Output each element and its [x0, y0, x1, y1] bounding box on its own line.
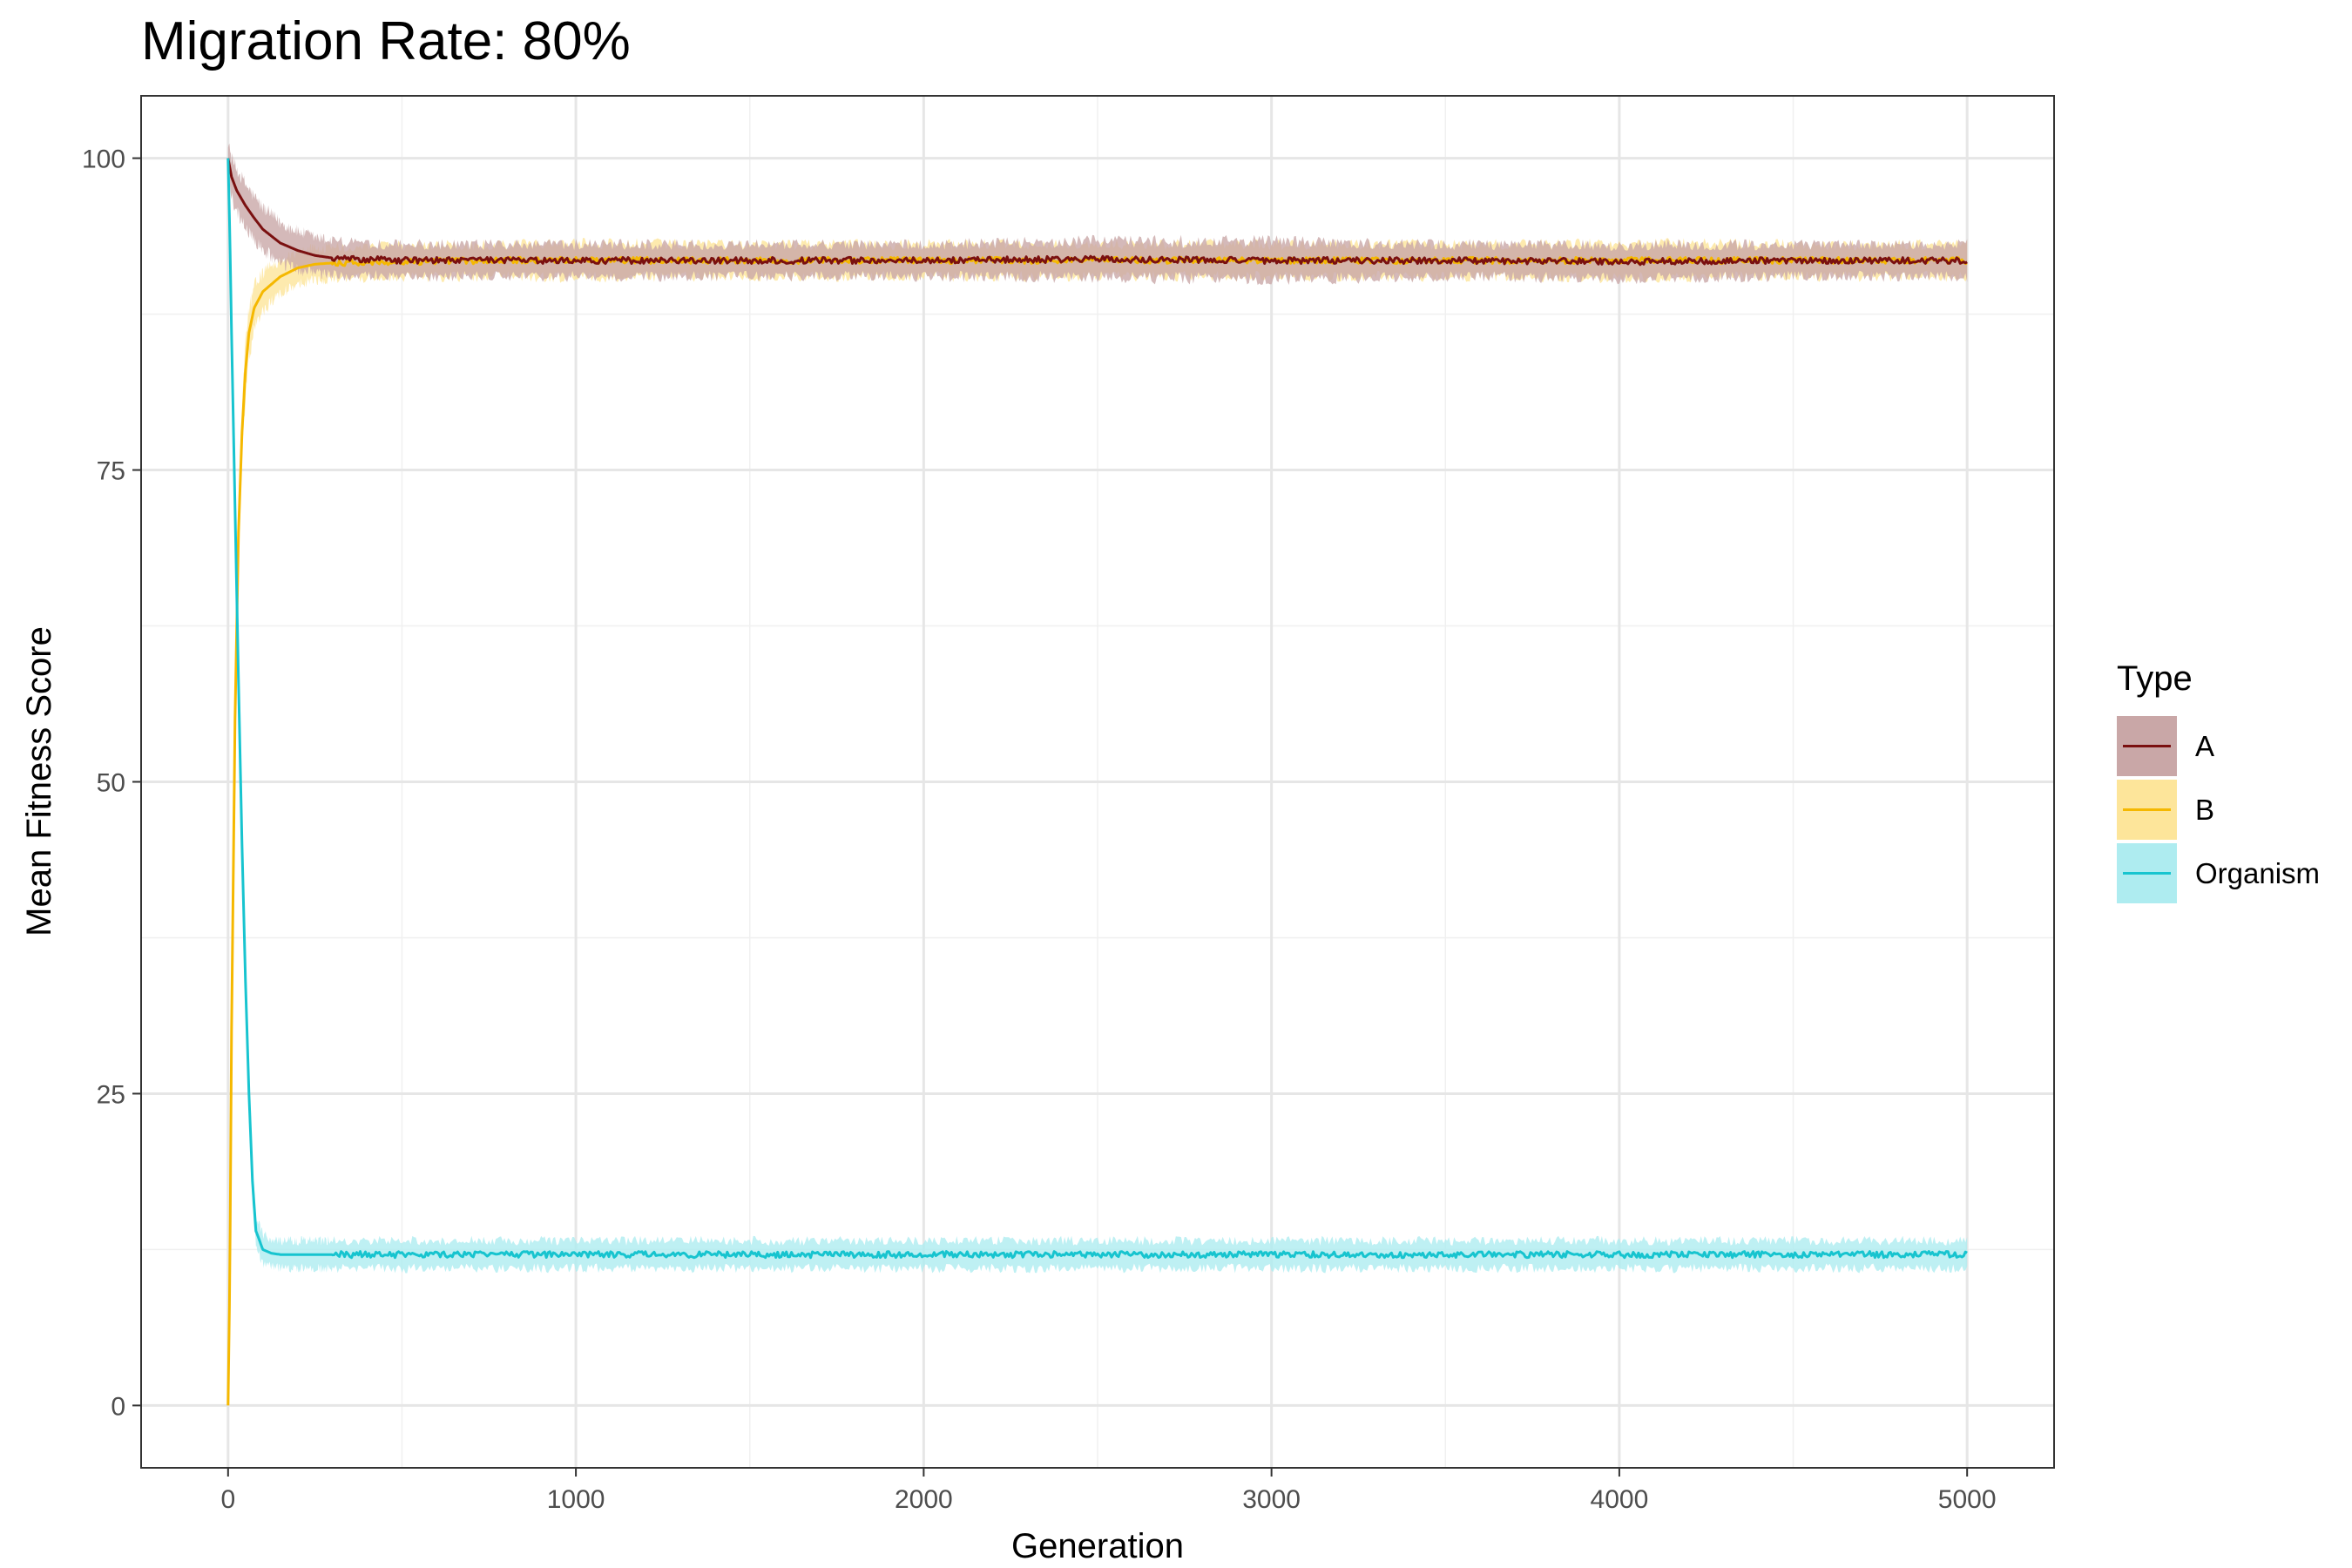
y-axis-title: Mean Fitness Score: [20, 626, 58, 936]
y-tick-label: 75: [97, 457, 125, 486]
x-tick-label: 4000: [1591, 1485, 1649, 1514]
legend: Type AB Organism: [2117, 659, 2320, 903]
ribbon-a: [227, 143, 1968, 286]
series-line-organism: [226, 158, 1968, 1260]
legend-items: AB Organism: [2117, 716, 2320, 903]
x-tick-label: 0: [220, 1485, 235, 1514]
x-tick-label: 3000: [1242, 1485, 1301, 1514]
y-tick-label: 100: [82, 145, 125, 174]
x-tick-label: 5000: [1938, 1485, 1997, 1514]
x-axis-title: Generation: [1011, 1527, 1184, 1565]
legend-title: Type: [2117, 659, 2193, 698]
y-tick-label: 25: [97, 1080, 125, 1109]
legend-label-organism: Organism: [2195, 857, 2320, 889]
y-tick-label: 0: [111, 1392, 125, 1421]
series-line-a: [226, 158, 1968, 267]
x-tick-label: 2000: [895, 1485, 953, 1514]
y-axis: 0 25 50 75 100: [82, 145, 141, 1421]
y-tick-label: 50: [97, 769, 125, 798]
legend-label-a: A: [2195, 730, 2214, 762]
legend-label-b: B: [2195, 794, 2214, 826]
x-axis: 0 1000 2000 3000 4000 5000: [220, 1468, 1997, 1514]
line-layer: [226, 158, 1968, 1406]
x-tick-label: 1000: [547, 1485, 605, 1514]
major-gridlines: [141, 96, 2054, 1468]
plot-panel: [140, 95, 2055, 1469]
chart-title: Migration Rate: 80%: [141, 11, 631, 71]
ribbon-layer: [227, 143, 1968, 1411]
